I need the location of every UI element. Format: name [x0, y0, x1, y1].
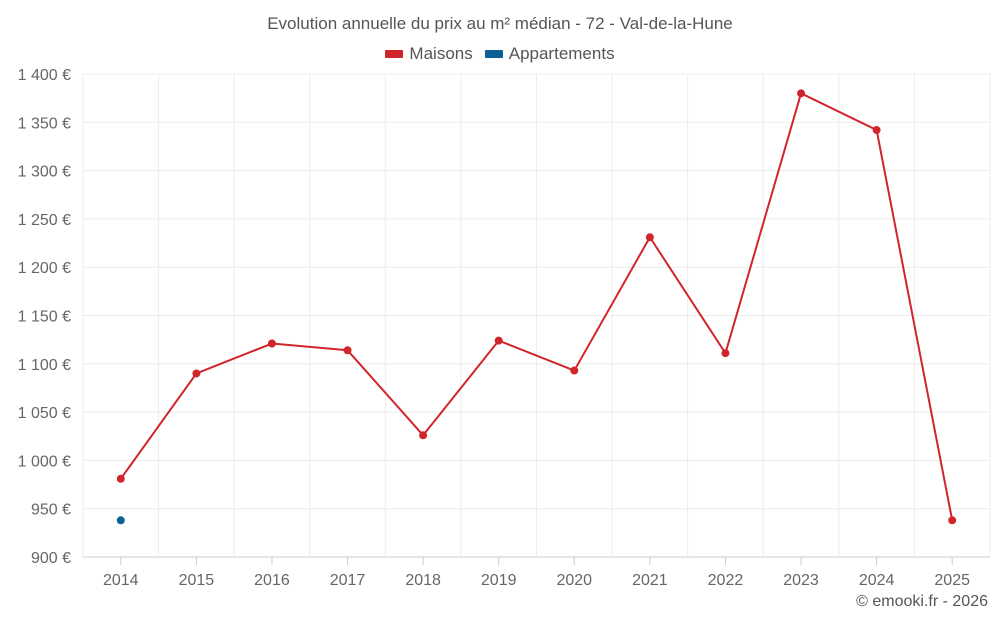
legend-label-maisons: Maisons: [409, 44, 473, 63]
series-layer: [116, 89, 957, 525]
legend: Maisons Appartements: [0, 44, 1000, 64]
data-point[interactable]: [948, 516, 957, 525]
y-tick-label: 1 300 €: [18, 164, 71, 181]
x-tick-label: 2018: [405, 572, 441, 589]
x-tick-label: 2017: [330, 572, 366, 589]
y-tick-label: 900 €: [31, 550, 71, 567]
y-axis: 900 € 950 € 1 000 € 1 050 € 1 100 € 1 150 € 1 …: [18, 67, 71, 567]
y-tick-label: 1 000 €: [18, 453, 71, 470]
legend-item-appartements[interactable]: Appartements: [484, 44, 615, 64]
x-tick-label: 2025: [934, 572, 970, 589]
x-tick-label: 2015: [179, 572, 215, 589]
x-tick-label: 2021: [632, 572, 668, 589]
data-point[interactable]: [267, 339, 276, 348]
y-tick-label: 1 350 €: [18, 115, 71, 132]
data-point[interactable]: [192, 369, 201, 378]
y-tick-label: 1 050 €: [18, 405, 71, 422]
data-point[interactable]: [570, 366, 579, 375]
y-tick-label: 1 200 €: [18, 260, 71, 277]
chart-title: Evolution annuelle du prix au m² médian …: [267, 14, 733, 33]
x-tick-label: 2019: [481, 572, 517, 589]
y-tick-label: 1 400 €: [18, 67, 71, 84]
data-point[interactable]: [343, 346, 352, 355]
x-tick-label: 2023: [783, 572, 819, 589]
y-tick-label: 1 150 €: [18, 309, 71, 326]
x-tick-label: 2024: [859, 572, 895, 589]
y-tick-label: 1 250 €: [18, 212, 71, 229]
credit-text: © emooki.fr - 2026: [856, 593, 988, 610]
grid: [82, 73, 991, 558]
x-tick-label: 2014: [103, 572, 139, 589]
x-axis: 2014 2015 2016 2017 2018 2019 2020 2021 2022 2023…: [103, 557, 970, 589]
data-point[interactable]: [872, 126, 881, 135]
data-point[interactable]: [116, 474, 125, 483]
data-point[interactable]: [645, 233, 654, 242]
y-tick-label: 950 €: [31, 502, 71, 519]
legend-swatch-appartements: [484, 50, 503, 58]
data-point[interactable]: [419, 431, 428, 440]
x-tick-label: 2022: [708, 572, 744, 589]
data-point[interactable]: [797, 89, 806, 98]
series-line-0: [119, 92, 954, 521]
data-point[interactable]: [116, 516, 125, 525]
legend-item-maisons[interactable]: Maisons: [385, 44, 473, 64]
data-point[interactable]: [721, 349, 730, 358]
x-tick-label: 2020: [556, 572, 592, 589]
y-tick-label: 1 100 €: [18, 357, 71, 374]
x-tick-label: 2016: [254, 572, 290, 589]
legend-swatch-maisons: [385, 50, 404, 58]
legend-label-appartements: Appartements: [508, 44, 615, 63]
data-point[interactable]: [494, 336, 503, 345]
